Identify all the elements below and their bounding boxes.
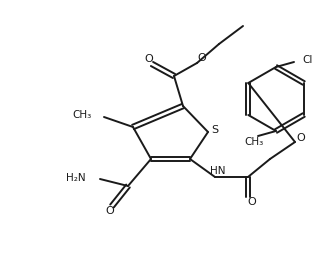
Text: O: O	[145, 54, 154, 64]
Text: S: S	[212, 125, 218, 135]
Text: CH₃: CH₃	[73, 110, 92, 120]
Text: O: O	[198, 53, 206, 63]
Text: H₂N: H₂N	[66, 173, 86, 183]
Text: Cl: Cl	[302, 55, 312, 65]
Text: O: O	[248, 197, 256, 207]
Text: O: O	[297, 133, 305, 143]
Text: HN: HN	[210, 166, 226, 176]
Text: O: O	[106, 206, 114, 216]
Text: CH₃: CH₃	[244, 137, 264, 147]
